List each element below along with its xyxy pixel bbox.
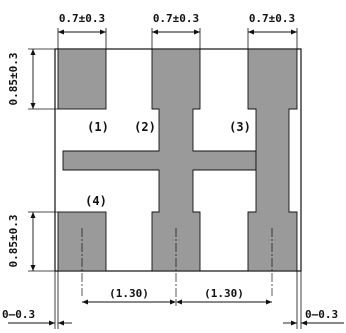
dimension-arrows [152, 29, 200, 35]
dimension-arrows [49, 320, 55, 326]
pad-width-dimension: 0.7±0.3 [153, 12, 199, 25]
dimension-arrows [82, 299, 272, 305]
dimension-arrows [248, 29, 297, 35]
edge-offset-dimension: 0–0.3 [2, 308, 35, 321]
pad-label-4: (4) [85, 194, 107, 208]
dimension-arrows [301, 320, 307, 326]
pitch-dimension: (1.30) [109, 287, 149, 300]
pitch-dimension: (1.30) [204, 287, 244, 300]
pad-label-1: (1) [87, 120, 109, 134]
dimension-arrows [30, 212, 36, 271]
pad-label-2: (2) [134, 120, 156, 134]
pad-width-dimension: 0.7±0.3 [249, 12, 295, 25]
dimension-arrows [58, 29, 106, 35]
pad-height-dimension: 0.85±0.3 [7, 53, 20, 106]
dimension-arrows [30, 49, 36, 109]
pad-height-dimension: 0.85±0.3 [7, 215, 20, 268]
pad-1 [57, 48, 107, 110]
pad-label-3: (3) [229, 120, 251, 134]
dimension-arrows [291, 320, 297, 326]
pad-width-dimension: 0.7±0.3 [59, 12, 105, 25]
edge-offset-dimension: 0–0.3 [305, 308, 338, 321]
dimension-arrows [58, 320, 64, 326]
pad-2 [62, 48, 257, 272]
